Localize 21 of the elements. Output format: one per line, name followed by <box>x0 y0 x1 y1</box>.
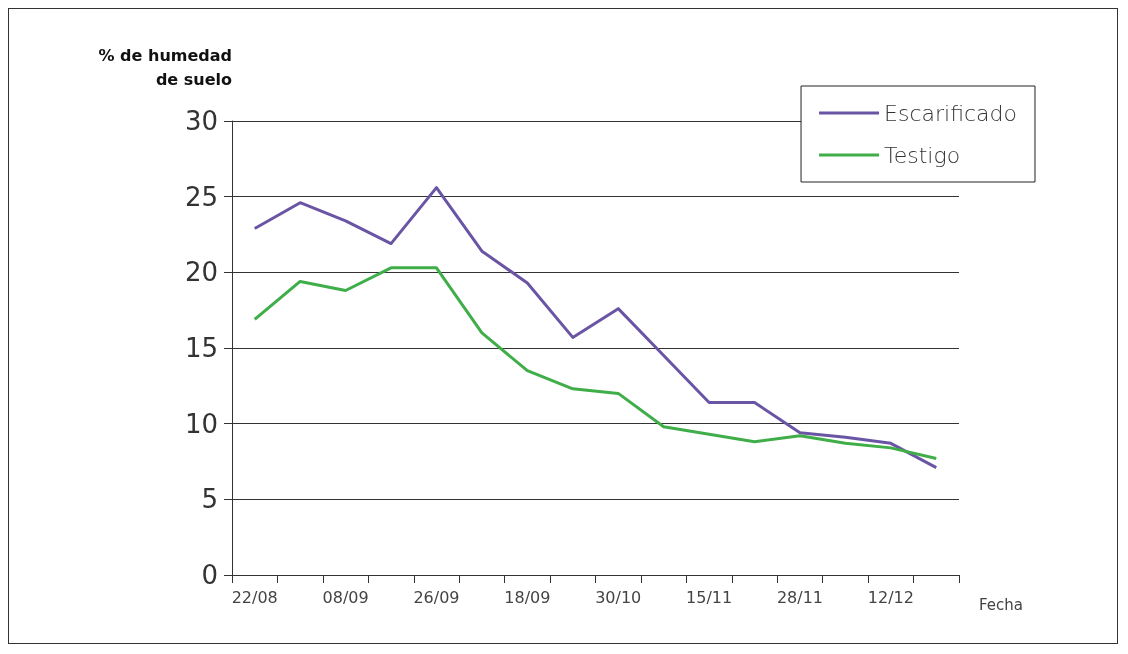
y-axis-title: % de humedad de suelo <box>98 45 232 89</box>
x-tick-label: 30/10 <box>595 587 642 607</box>
y-tick-label: 0 <box>201 560 218 590</box>
x-tick-label: 28/11 <box>776 587 824 607</box>
y-tick-label: 25 <box>184 181 218 212</box>
x-tick-label: 26/09 <box>413 587 460 607</box>
y-tick-label: 20 <box>184 257 218 288</box>
x-tick-label: 18/09 <box>504 587 551 607</box>
legend-label: Escarificado <box>884 100 1018 126</box>
y-tick-label: 15 <box>184 333 218 363</box>
y-tick-label: 5 <box>201 484 218 515</box>
x-tick-label: 12/12 <box>867 587 914 607</box>
x-tick-label: 08/09 <box>322 587 369 607</box>
x-axis-title: Fecha <box>979 595 1023 614</box>
y-tick-label: 30 <box>184 106 218 136</box>
line-series <box>253 266 938 460</box>
legend-label: Testigo <box>884 142 961 168</box>
line-series <box>253 186 938 470</box>
x-tick-label: 15/11 <box>686 587 733 607</box>
y-tick-label: 10 <box>184 408 218 439</box>
x-tick-label: 22/08 <box>231 587 278 607</box>
